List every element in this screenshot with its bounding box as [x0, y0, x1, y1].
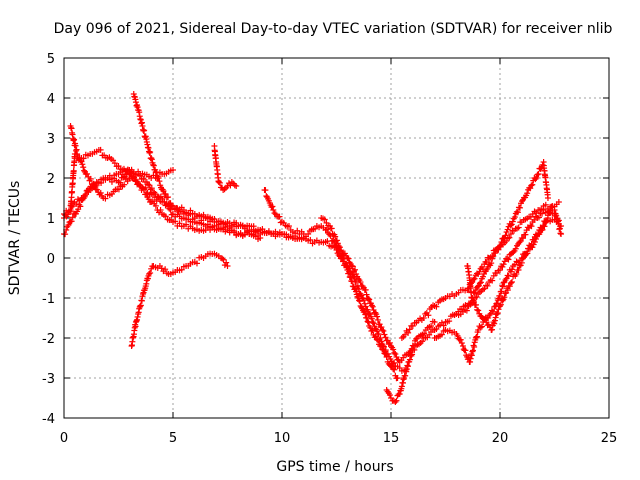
series-track-4 [67, 123, 264, 239]
x-tick-label: 10 [274, 431, 291, 446]
y-axis-label: SDTVAR / TECUs [7, 181, 23, 296]
y-tick-label: 1 [47, 212, 55, 227]
series-track-10 [383, 207, 565, 405]
y-tick-label: -3 [42, 372, 55, 387]
plot-frame [63, 57, 610, 419]
x-tick-label: 5 [169, 431, 177, 446]
x-tick-label: 20 [492, 431, 509, 446]
y-tick-label: -4 [42, 412, 55, 427]
series-track-7 [211, 143, 240, 193]
series-track-14 [464, 159, 551, 301]
y-tick-label: -1 [42, 292, 55, 307]
y-tick-label: 2 [47, 172, 55, 187]
series-track-9 [318, 215, 438, 365]
y-tick-labels: -4 -3 -2 -1 0 1 2 3 4 5 [42, 52, 55, 427]
series-track-6 [128, 250, 231, 349]
x-tick-label: 25 [601, 431, 618, 446]
x-tick-label: 0 [60, 431, 68, 446]
chart-title: Day 096 of 2021, Sidereal Day-to-day VTE… [54, 21, 613, 37]
data-points [61, 91, 565, 405]
y-tick-label: 0 [47, 252, 55, 267]
series-track-8 [261, 187, 408, 374]
y-tick-label: 3 [47, 132, 55, 147]
x-tick-labels: 0 5 10 15 20 25 [60, 431, 617, 446]
y-tick-label: -2 [42, 332, 55, 347]
x-tick-label: 15 [383, 431, 400, 446]
x-axis-label: GPS time / hours [276, 459, 393, 475]
y-tick-label: 5 [47, 52, 55, 67]
series-track-13 [453, 199, 562, 333]
y-tick-label: 4 [47, 92, 55, 107]
